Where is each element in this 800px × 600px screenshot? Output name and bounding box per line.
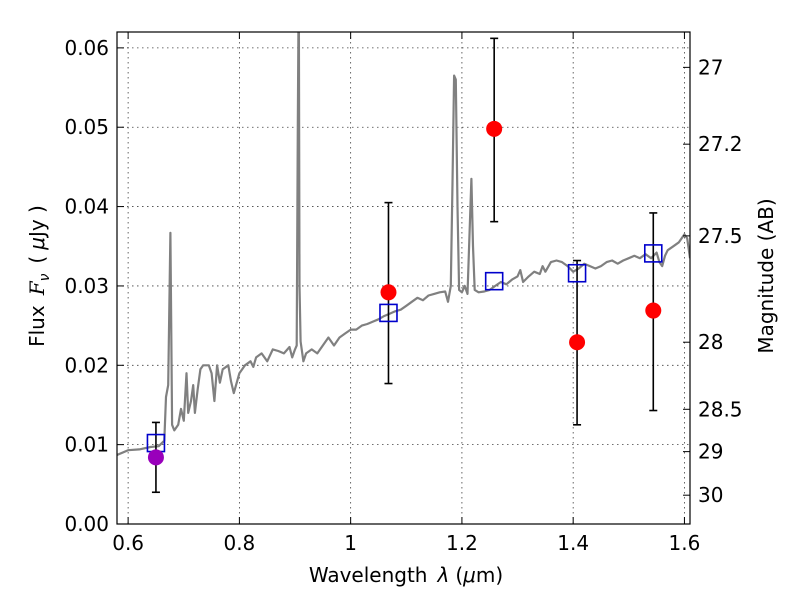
observed-point — [569, 334, 586, 351]
y2-tick-label: 27.5 — [698, 224, 743, 248]
y-tick-label: 0.01 — [64, 433, 109, 457]
y2-tick-label: 30 — [698, 483, 723, 507]
y2-tick-label: 28.5 — [698, 397, 743, 421]
y2-tick-label: 27 — [698, 55, 723, 79]
observed-point — [645, 302, 662, 319]
y2-tick-label: 28 — [698, 330, 723, 354]
x-tick-label: 1 — [344, 531, 357, 555]
x-tick-label: 0.6 — [112, 531, 144, 555]
x-tick-label: 1.6 — [669, 531, 701, 555]
y-tick-label: 0.02 — [64, 353, 109, 377]
model-photometry-square — [643, 244, 663, 263]
observed-point — [486, 120, 503, 137]
grid — [117, 32, 690, 525]
model-photometry — [146, 244, 663, 453]
observed-point — [380, 284, 397, 301]
y2-tick-label: 29 — [698, 440, 723, 464]
y-tick-label: 0.03 — [64, 274, 109, 298]
observed-point — [147, 449, 164, 466]
y-tick-label: 0.00 — [64, 512, 109, 536]
spectrum-line — [117, 32, 690, 457]
x-tick-label: 0.8 — [223, 531, 255, 555]
y-tick-label: 0.04 — [64, 195, 109, 219]
y-tick-label: 0.06 — [64, 36, 109, 60]
model-spectrum — [117, 32, 690, 457]
y-tick-label: 0.05 — [64, 115, 109, 139]
model-photometry-square — [379, 303, 398, 323]
y-axis-title: FluxFν(μJy ) — [25, 205, 53, 347]
x-axis-title: Wavelength λ (μm) — [309, 563, 503, 587]
model-photometry-square — [567, 263, 587, 283]
y2-axis-title: Magnitude (AB) — [754, 198, 778, 353]
plot-frame — [116, 31, 691, 525]
x-tick-label: 1.2 — [446, 531, 478, 555]
y2-tick-label: 27.2 — [698, 132, 743, 156]
x-tick-label: 1.4 — [557, 531, 589, 555]
observed-photometry — [147, 120, 662, 466]
model-photometry-square — [484, 271, 504, 291]
ticks: 0.6 0.8 1 1.2 1.4 1.6 0.00 0.01 0.02 0.03 0.04 0.05… — [64, 32, 743, 555]
